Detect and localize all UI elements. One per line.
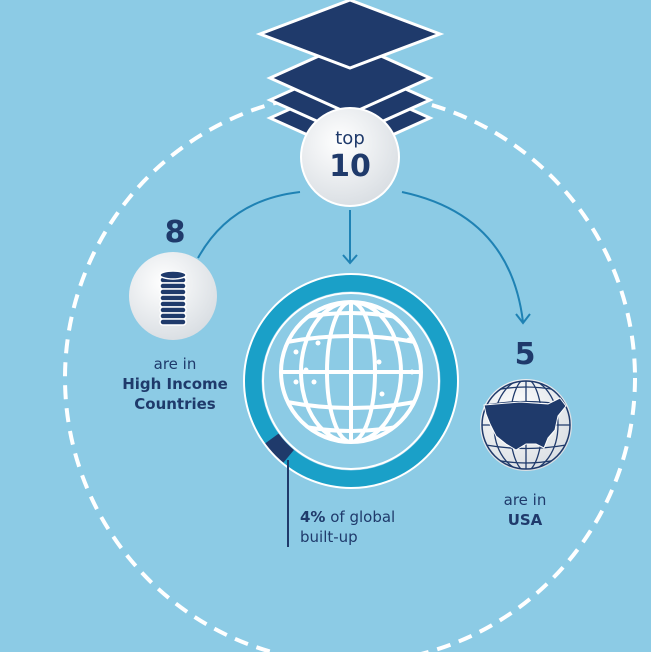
arrow-to-high-income bbox=[197, 191, 301, 259]
share-line1: 4% of global bbox=[300, 507, 460, 527]
top-ten-badge bbox=[300, 107, 400, 207]
share-percent: 4% bbox=[300, 508, 326, 526]
usa-line2: USA bbox=[507, 511, 543, 529]
built-up-share-segment bbox=[264, 433, 295, 464]
usa-map-shape bbox=[483, 397, 567, 451]
ring-outer-border bbox=[243, 273, 459, 489]
top-label: top bbox=[335, 128, 365, 149]
built-up-share-ring bbox=[244, 274, 458, 488]
arrow-to-usa bbox=[401, 191, 524, 323]
high-income-count: 8 bbox=[164, 215, 186, 250]
usa-count: 5 bbox=[514, 337, 536, 372]
high-income-line1: are in bbox=[153, 355, 197, 373]
high-income-caption: are in High Income Countries bbox=[100, 354, 250, 414]
share-line2: built-up bbox=[300, 528, 358, 546]
high-income-line3: Countries bbox=[134, 395, 216, 413]
connector-arrows bbox=[197, 191, 531, 325]
ring-inner-border bbox=[262, 292, 440, 470]
usa-globe-icon bbox=[481, 380, 571, 470]
globe-icon bbox=[279, 300, 423, 444]
usa-caption: are in USA bbox=[470, 490, 580, 530]
top-number: 10 bbox=[329, 149, 371, 184]
coin-stack-icon bbox=[159, 270, 187, 326]
high-income-line2: High Income bbox=[122, 375, 228, 393]
built-up-share-caption: 4% of global built-up bbox=[300, 507, 460, 547]
usa-line1: are in bbox=[503, 491, 547, 509]
share-rest: of global bbox=[325, 508, 396, 526]
